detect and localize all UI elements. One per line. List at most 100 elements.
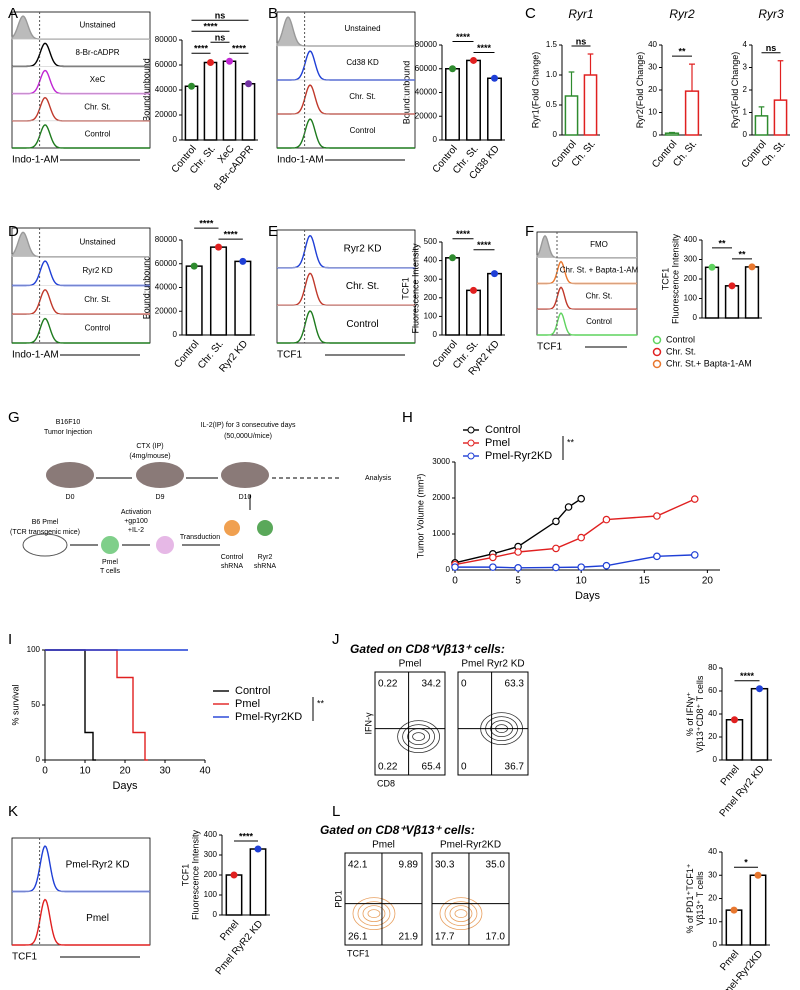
chart-title: Ryr2 bbox=[669, 7, 695, 21]
y-axis-label: Ryr2(Fold Change) bbox=[635, 52, 645, 129]
plot-name: Pmel-Ryr2KD bbox=[440, 840, 501, 851]
y-tick-label: 0 bbox=[433, 135, 438, 144]
schematic-text: T cells bbox=[100, 568, 121, 575]
y-tick-label: 4 bbox=[743, 40, 748, 49]
plot-name: Pmel bbox=[399, 659, 422, 670]
gate-title: Gated on CD8⁺Vβ13⁺ cells: bbox=[320, 823, 475, 837]
point bbox=[230, 871, 238, 879]
point bbox=[491, 74, 498, 82]
gate-title: Gated on CD8⁺Vβ13⁺ cells: bbox=[350, 642, 505, 656]
histogram-curve bbox=[12, 317, 150, 344]
point bbox=[226, 57, 233, 65]
point bbox=[449, 65, 456, 73]
x-axis-label: Indo-1-AM bbox=[12, 155, 59, 166]
y-tick-label: 60 bbox=[708, 686, 717, 695]
track-label: Chr. St. bbox=[84, 295, 111, 304]
schematic-text: +IL-2 bbox=[128, 527, 144, 534]
schematic-text: Ryr2 bbox=[258, 554, 273, 561]
contour bbox=[454, 909, 468, 918]
y-axis-label: Vβ13⁺CD8⁺ T cells bbox=[695, 675, 705, 752]
y-tick-label: 30 bbox=[708, 870, 717, 879]
y-tick-label: 10 bbox=[708, 917, 717, 926]
point bbox=[690, 551, 699, 559]
x-axis-label: TCF1 bbox=[537, 342, 562, 353]
point bbox=[748, 263, 756, 271]
point bbox=[653, 512, 661, 520]
mouse bbox=[136, 462, 184, 488]
point bbox=[577, 494, 585, 503]
point bbox=[577, 563, 585, 571]
point bbox=[602, 515, 611, 524]
y-tick-label: 50 bbox=[31, 700, 40, 709]
track-label: Chr. St. bbox=[586, 291, 613, 300]
y-tick-label: 40 bbox=[708, 847, 717, 856]
y-tick-label: 10 bbox=[648, 108, 657, 117]
significance-label: ns bbox=[215, 33, 226, 43]
y-tick-label: 500 bbox=[424, 237, 438, 246]
significance-label: ns bbox=[576, 36, 587, 46]
contour bbox=[439, 897, 483, 930]
track-label: Ryr2 KD bbox=[82, 266, 112, 275]
significance-label: ** bbox=[738, 249, 746, 259]
quadrant-value: 0.22 bbox=[378, 679, 398, 690]
legend-label: Chr. St. bbox=[666, 346, 696, 356]
y-tick-label: 300 bbox=[204, 850, 218, 859]
y-tick-label: 100 bbox=[27, 645, 41, 654]
point bbox=[451, 563, 459, 571]
contour bbox=[397, 720, 441, 754]
y-tick-label: 0 bbox=[36, 755, 41, 764]
y-tick-label: 80000 bbox=[155, 235, 178, 244]
point bbox=[690, 495, 699, 503]
y-tick-label: 400 bbox=[204, 830, 218, 839]
y-tick-label: 0 bbox=[693, 313, 698, 322]
error-bar bbox=[689, 63, 695, 92]
legend-label: Control bbox=[666, 334, 695, 344]
panel-letter: D bbox=[8, 223, 19, 240]
contour bbox=[367, 909, 381, 918]
contour bbox=[412, 732, 426, 742]
y-tick-label: 300 bbox=[424, 274, 438, 283]
contour bbox=[402, 724, 436, 750]
significance-label: **** bbox=[232, 44, 247, 54]
y-tick-label: 20 bbox=[708, 732, 717, 741]
quadrant-value: 0 bbox=[461, 762, 467, 773]
y-tick-label: 1000 bbox=[432, 529, 450, 538]
point bbox=[728, 282, 736, 290]
error-bar bbox=[587, 53, 594, 75]
significance-label: **** bbox=[224, 230, 239, 240]
quadrant-value: 63.3 bbox=[505, 679, 525, 690]
chart-title: Ryr3 bbox=[758, 7, 784, 21]
schematic-text: (4mg/mouse) bbox=[129, 453, 170, 460]
point bbox=[552, 563, 560, 572]
schematic-text: +gp100 bbox=[124, 518, 148, 525]
track-label: Chr. St. bbox=[84, 102, 111, 111]
schematic-text: D9 bbox=[156, 494, 165, 501]
y-axis-label: Bound:unbound bbox=[401, 61, 411, 125]
error-bar bbox=[669, 131, 675, 134]
panel-letter: G bbox=[8, 409, 20, 426]
mouse bbox=[46, 462, 94, 488]
panel-letter: B bbox=[268, 5, 278, 22]
y-tick-label: 100 bbox=[684, 294, 698, 303]
point bbox=[552, 517, 560, 526]
y-tick-label: 20000 bbox=[155, 306, 178, 315]
x-tick-label: 40 bbox=[199, 766, 211, 777]
panel-letter: F bbox=[525, 223, 534, 240]
significance-label: ** bbox=[718, 238, 726, 248]
chart-title: Ryr1 bbox=[568, 7, 593, 21]
y-tick-label: 0 bbox=[713, 755, 718, 764]
y-tick-label: 0 bbox=[446, 565, 451, 574]
significance-label: **** bbox=[477, 240, 492, 250]
mouse bbox=[22, 533, 68, 557]
schematic-text: Transduction bbox=[180, 534, 220, 541]
contour bbox=[444, 901, 478, 926]
point bbox=[731, 716, 738, 724]
contour bbox=[449, 905, 473, 922]
legend-label: Chr. St.+ Bapta-1-AM bbox=[666, 358, 752, 368]
y-tick-label: 0 bbox=[173, 330, 178, 339]
y-tick-label: 60000 bbox=[415, 64, 438, 73]
point bbox=[245, 80, 252, 88]
series-line bbox=[45, 649, 148, 761]
x-axis-label: Indo-1-AM bbox=[277, 155, 324, 166]
y-tick-label: 3000 bbox=[432, 457, 450, 466]
